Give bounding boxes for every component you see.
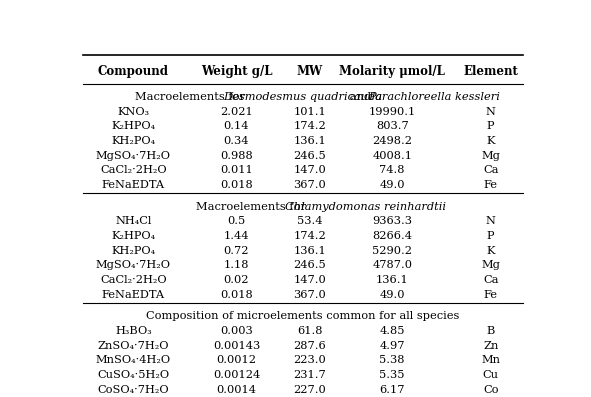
Text: FeNaEDTA: FeNaEDTA: [102, 180, 165, 190]
Text: 223.0: 223.0: [293, 355, 326, 365]
Text: 0.72: 0.72: [224, 246, 249, 256]
Text: 6.17: 6.17: [379, 385, 405, 395]
Text: 49.0: 49.0: [379, 289, 405, 300]
Text: 136.1: 136.1: [293, 136, 326, 146]
Text: KNO₃: KNO₃: [118, 106, 150, 117]
Text: 4787.0: 4787.0: [372, 260, 412, 270]
Text: Chlamydomonas reinhardtii: Chlamydomonas reinhardtii: [284, 202, 446, 212]
Text: 367.0: 367.0: [293, 180, 326, 190]
Text: 246.5: 246.5: [293, 260, 326, 270]
Text: N: N: [486, 106, 496, 117]
Text: 0.018: 0.018: [220, 289, 253, 300]
Text: CaCl₂·2H₂O: CaCl₂·2H₂O: [100, 275, 167, 285]
Text: 1.44: 1.44: [224, 231, 249, 241]
Text: 0.00143: 0.00143: [213, 341, 260, 351]
Text: 61.8: 61.8: [297, 326, 323, 336]
Text: K: K: [486, 246, 495, 256]
Text: NH₄Cl: NH₄Cl: [115, 216, 152, 226]
Text: 0.5: 0.5: [228, 216, 246, 226]
Text: 287.6: 287.6: [293, 341, 326, 351]
Text: 803.7: 803.7: [376, 121, 408, 131]
Text: Desmodesmus quadricauda: Desmodesmus quadricauda: [223, 92, 382, 102]
Text: 101.1: 101.1: [293, 106, 326, 117]
Text: Macroelements for: Macroelements for: [135, 92, 249, 102]
Text: K₂HPO₄: K₂HPO₄: [111, 121, 155, 131]
Text: Cu: Cu: [483, 370, 499, 380]
Text: 367.0: 367.0: [293, 289, 326, 300]
Text: CaCl₂·2H₂O: CaCl₂·2H₂O: [100, 165, 167, 175]
Text: 0.988: 0.988: [220, 150, 253, 160]
Text: Mg: Mg: [481, 260, 500, 270]
Text: 5.35: 5.35: [379, 370, 405, 380]
Text: K: K: [486, 136, 495, 146]
Text: FeNaEDTA: FeNaEDTA: [102, 289, 165, 300]
Text: and: and: [346, 92, 375, 102]
Text: 0.02: 0.02: [224, 275, 249, 285]
Text: CoSO₄·7H₂O: CoSO₄·7H₂O: [98, 385, 169, 395]
Text: Compound: Compound: [98, 65, 169, 78]
Text: 5.38: 5.38: [379, 355, 405, 365]
Text: 136.1: 136.1: [293, 246, 326, 256]
Text: MgSO₄·7H₂O: MgSO₄·7H₂O: [96, 260, 171, 270]
Text: 174.2: 174.2: [293, 121, 326, 131]
Text: 2.021: 2.021: [220, 106, 253, 117]
Text: 74.8: 74.8: [379, 165, 405, 175]
Text: 0.003: 0.003: [220, 326, 253, 336]
Text: P: P: [487, 231, 495, 241]
Text: CuSO₄·5H₂O: CuSO₄·5H₂O: [98, 370, 170, 380]
Text: 0.34: 0.34: [224, 136, 249, 146]
Text: 4.97: 4.97: [379, 341, 405, 351]
Text: Composition of microelements common for all species: Composition of microelements common for …: [146, 311, 460, 321]
Text: Fe: Fe: [483, 289, 498, 300]
Text: B: B: [486, 326, 495, 336]
Text: 8266.4: 8266.4: [372, 231, 412, 241]
Text: 19990.1: 19990.1: [369, 106, 416, 117]
Text: 147.0: 147.0: [293, 275, 326, 285]
Text: 2498.2: 2498.2: [372, 136, 412, 146]
Text: Zn: Zn: [483, 341, 498, 351]
Text: ZnSO₄·7H₂O: ZnSO₄·7H₂O: [98, 341, 169, 351]
Text: 227.0: 227.0: [293, 385, 326, 395]
Text: Weight g/L: Weight g/L: [201, 65, 272, 78]
Text: Mg: Mg: [481, 150, 500, 160]
Text: 231.7: 231.7: [293, 370, 326, 380]
Text: MnSO₄·4H₂O: MnSO₄·4H₂O: [96, 355, 171, 365]
Text: H₃BO₃: H₃BO₃: [115, 326, 152, 336]
Text: MgSO₄·7H₂O: MgSO₄·7H₂O: [96, 150, 171, 160]
Text: 9363.3: 9363.3: [372, 216, 412, 226]
Text: 0.011: 0.011: [220, 165, 253, 175]
Text: 147.0: 147.0: [293, 165, 326, 175]
Text: Mn: Mn: [481, 355, 500, 365]
Text: Macroelements for: Macroelements for: [196, 202, 310, 212]
Text: 0.14: 0.14: [224, 121, 249, 131]
Text: 0.018: 0.018: [220, 180, 253, 190]
Text: K₂HPO₄: K₂HPO₄: [111, 231, 155, 241]
Text: MW: MW: [297, 65, 323, 78]
Text: 246.5: 246.5: [293, 150, 326, 160]
Text: Parachloreella kessleri: Parachloreella kessleri: [369, 92, 501, 102]
Text: 4008.1: 4008.1: [372, 150, 412, 160]
Text: 1.18: 1.18: [224, 260, 249, 270]
Text: 136.1: 136.1: [376, 275, 408, 285]
Text: Element: Element: [463, 65, 518, 78]
Text: KH₂PO₄: KH₂PO₄: [111, 136, 155, 146]
Text: Fe: Fe: [483, 180, 498, 190]
Text: Molarity μmol/L: Molarity μmol/L: [339, 65, 445, 78]
Text: 0.00124: 0.00124: [213, 370, 260, 380]
Text: Co: Co: [483, 385, 498, 395]
Text: N: N: [486, 216, 496, 226]
Text: 0.0012: 0.0012: [216, 355, 256, 365]
Text: 174.2: 174.2: [293, 231, 326, 241]
Text: KH₂PO₄: KH₂PO₄: [111, 246, 155, 256]
Text: Ca: Ca: [483, 165, 498, 175]
Text: 4.85: 4.85: [379, 326, 405, 336]
Text: Ca: Ca: [483, 275, 498, 285]
Text: P: P: [487, 121, 495, 131]
Text: 53.4: 53.4: [297, 216, 323, 226]
Text: 5290.2: 5290.2: [372, 246, 412, 256]
Text: 49.0: 49.0: [379, 180, 405, 190]
Text: 0.0014: 0.0014: [216, 385, 256, 395]
